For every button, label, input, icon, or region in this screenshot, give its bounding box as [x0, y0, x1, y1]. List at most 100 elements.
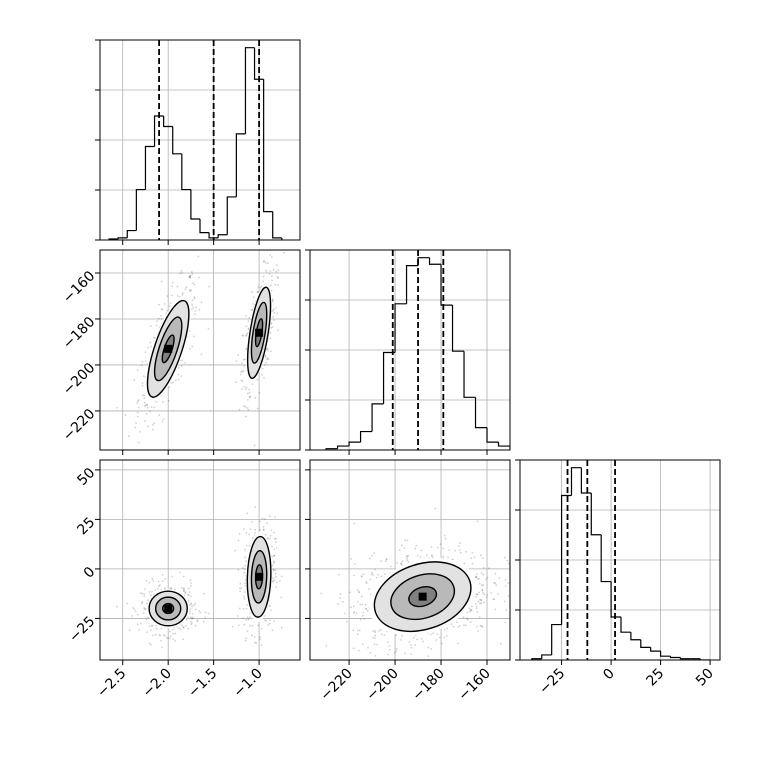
scatter-point — [425, 669, 427, 671]
scatter-point — [370, 573, 373, 576]
scatter-point — [269, 605, 271, 607]
scatter-point — [247, 399, 249, 401]
scatter-point — [371, 554, 374, 557]
scatter-point — [161, 574, 164, 576]
scatter-point — [189, 348, 191, 350]
x-tick-label: −1.5 — [185, 666, 220, 701]
histogram-bin — [699, 658, 711, 660]
scatter-point — [180, 375, 183, 377]
histogram-bin — [486, 427, 499, 443]
scatter-point — [478, 577, 480, 580]
scatter-point — [251, 308, 254, 311]
scatter-point — [247, 328, 250, 331]
x-tick-label: −2.0 — [140, 666, 175, 701]
scatter-point — [263, 518, 266, 520]
scatter-point — [276, 276, 279, 278]
scatter-point — [271, 326, 274, 329]
scatter-point — [469, 610, 471, 613]
scatter-point — [161, 646, 163, 649]
scatter-point — [488, 567, 490, 570]
scatter-point — [170, 382, 173, 384]
scatter-point — [163, 303, 166, 305]
scatter-point — [244, 388, 247, 391]
scatter-point — [181, 359, 184, 362]
scatter-point — [443, 636, 446, 639]
scatter-point — [478, 582, 481, 585]
scatter-point — [403, 547, 405, 550]
scatter-point — [504, 585, 507, 587]
scatter-point — [475, 605, 478, 608]
scatter-point — [239, 590, 242, 593]
density-peak — [164, 604, 173, 613]
scatter-point — [164, 634, 166, 637]
scatter-point — [190, 623, 193, 626]
scatter-point — [263, 260, 266, 263]
scatter-point — [369, 578, 372, 581]
scatter-point — [280, 626, 283, 629]
scatter-point — [196, 620, 199, 623]
scatter-point — [184, 591, 187, 593]
scatter-point — [180, 270, 183, 272]
scatter-point — [262, 526, 265, 528]
scatter-point — [200, 301, 203, 304]
scatter-point — [499, 642, 502, 645]
scatter-point — [191, 605, 194, 608]
scatter-point — [243, 597, 246, 600]
scatter-point — [153, 406, 156, 409]
scatter-point — [482, 592, 484, 594]
scatter-point — [148, 581, 151, 584]
scatter-point — [504, 556, 506, 559]
scatter-point — [365, 582, 368, 584]
scatter-point — [254, 396, 257, 399]
scatter-point — [171, 281, 174, 284]
scatter-point — [137, 399, 140, 401]
scatter-point — [237, 354, 240, 356]
scatter-point — [271, 275, 273, 278]
scatter-point — [146, 403, 148, 406]
scatter-point — [190, 595, 193, 598]
scatter-point — [135, 422, 138, 424]
scatter-point — [141, 394, 144, 396]
scatter-point — [144, 404, 147, 407]
scatter-point — [395, 647, 398, 650]
scatter-point — [246, 616, 249, 619]
scatter-point — [384, 560, 387, 563]
scatter-point — [343, 612, 346, 615]
scatter-point — [474, 576, 477, 579]
scatter-point — [272, 308, 275, 310]
scatter-point — [415, 668, 417, 670]
scatter-point — [247, 320, 250, 323]
scatter-point — [395, 650, 398, 653]
scatter-point — [245, 415, 247, 418]
scatter-point — [146, 404, 149, 406]
scatter-point — [369, 651, 372, 654]
scatter-point — [180, 365, 183, 367]
scatter-point — [416, 555, 419, 557]
y-tick-label: −220 — [60, 406, 99, 445]
scatter-point — [494, 608, 497, 611]
histogram-bin — [474, 397, 488, 429]
scatter-point — [353, 563, 356, 565]
scatter-point — [245, 334, 248, 337]
scatter-point — [158, 414, 161, 416]
scatter-point — [387, 653, 389, 656]
scatter-point — [185, 286, 188, 289]
histogram-bin — [126, 229, 137, 238]
scatter-point — [277, 329, 279, 331]
scatter-point — [476, 593, 479, 596]
scatter-point — [250, 309, 253, 311]
scatter-point — [137, 400, 139, 403]
scatter-point — [231, 625, 234, 628]
scatter-point — [420, 549, 423, 552]
scatter-point — [172, 628, 174, 631]
scatter-point — [198, 610, 201, 612]
scatter-point — [482, 584, 485, 586]
scatter-point — [420, 637, 423, 640]
scatter-point — [457, 642, 459, 645]
scatter-point — [264, 269, 267, 272]
scatter-point — [161, 420, 164, 423]
scatter-point — [156, 587, 159, 590]
scatter-point — [386, 641, 389, 644]
scatter-point — [398, 549, 401, 551]
scatter-point — [246, 512, 249, 515]
